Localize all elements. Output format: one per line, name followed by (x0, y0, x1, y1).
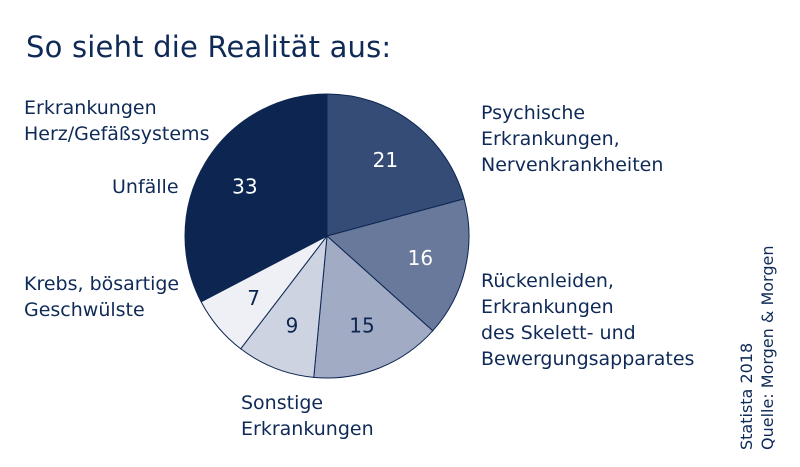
label-psychische: Psychische Erkrankungen, Nervenkrankheit… (481, 102, 664, 176)
pie-slice (240, 234, 328, 378)
label-herz: Erkrankungen Herz/Gefäßsystems (24, 97, 210, 145)
label-sonstige: Sonstige Erkrankungen (241, 392, 374, 440)
label-rueckenleiden: Rückenleiden, Erkrankungen des Skelett- … (481, 270, 695, 370)
label-unfaelle: Unfälle (112, 176, 179, 198)
pie-value-label: 7 (247, 286, 260, 310)
pie-slice (184, 93, 328, 303)
pie-value-label: 21 (373, 148, 398, 172)
pie-value-label: 9 (286, 313, 299, 337)
pie-slice (325, 198, 470, 332)
pie-value-label: 15 (349, 313, 374, 337)
pie-slice (326, 93, 465, 237)
pie-slice (200, 235, 328, 350)
pie-slice (313, 234, 434, 379)
pie-value-label: 33 (232, 174, 257, 198)
label-krebs: Krebs, bösartige Geschwülste (24, 273, 180, 321)
pie-value-label: 16 (408, 246, 433, 270)
source-note: Statista 2018 Quelle: Morgen & Morgen (737, 245, 777, 451)
chart-title: So sieht die Realität aus: (26, 30, 392, 64)
